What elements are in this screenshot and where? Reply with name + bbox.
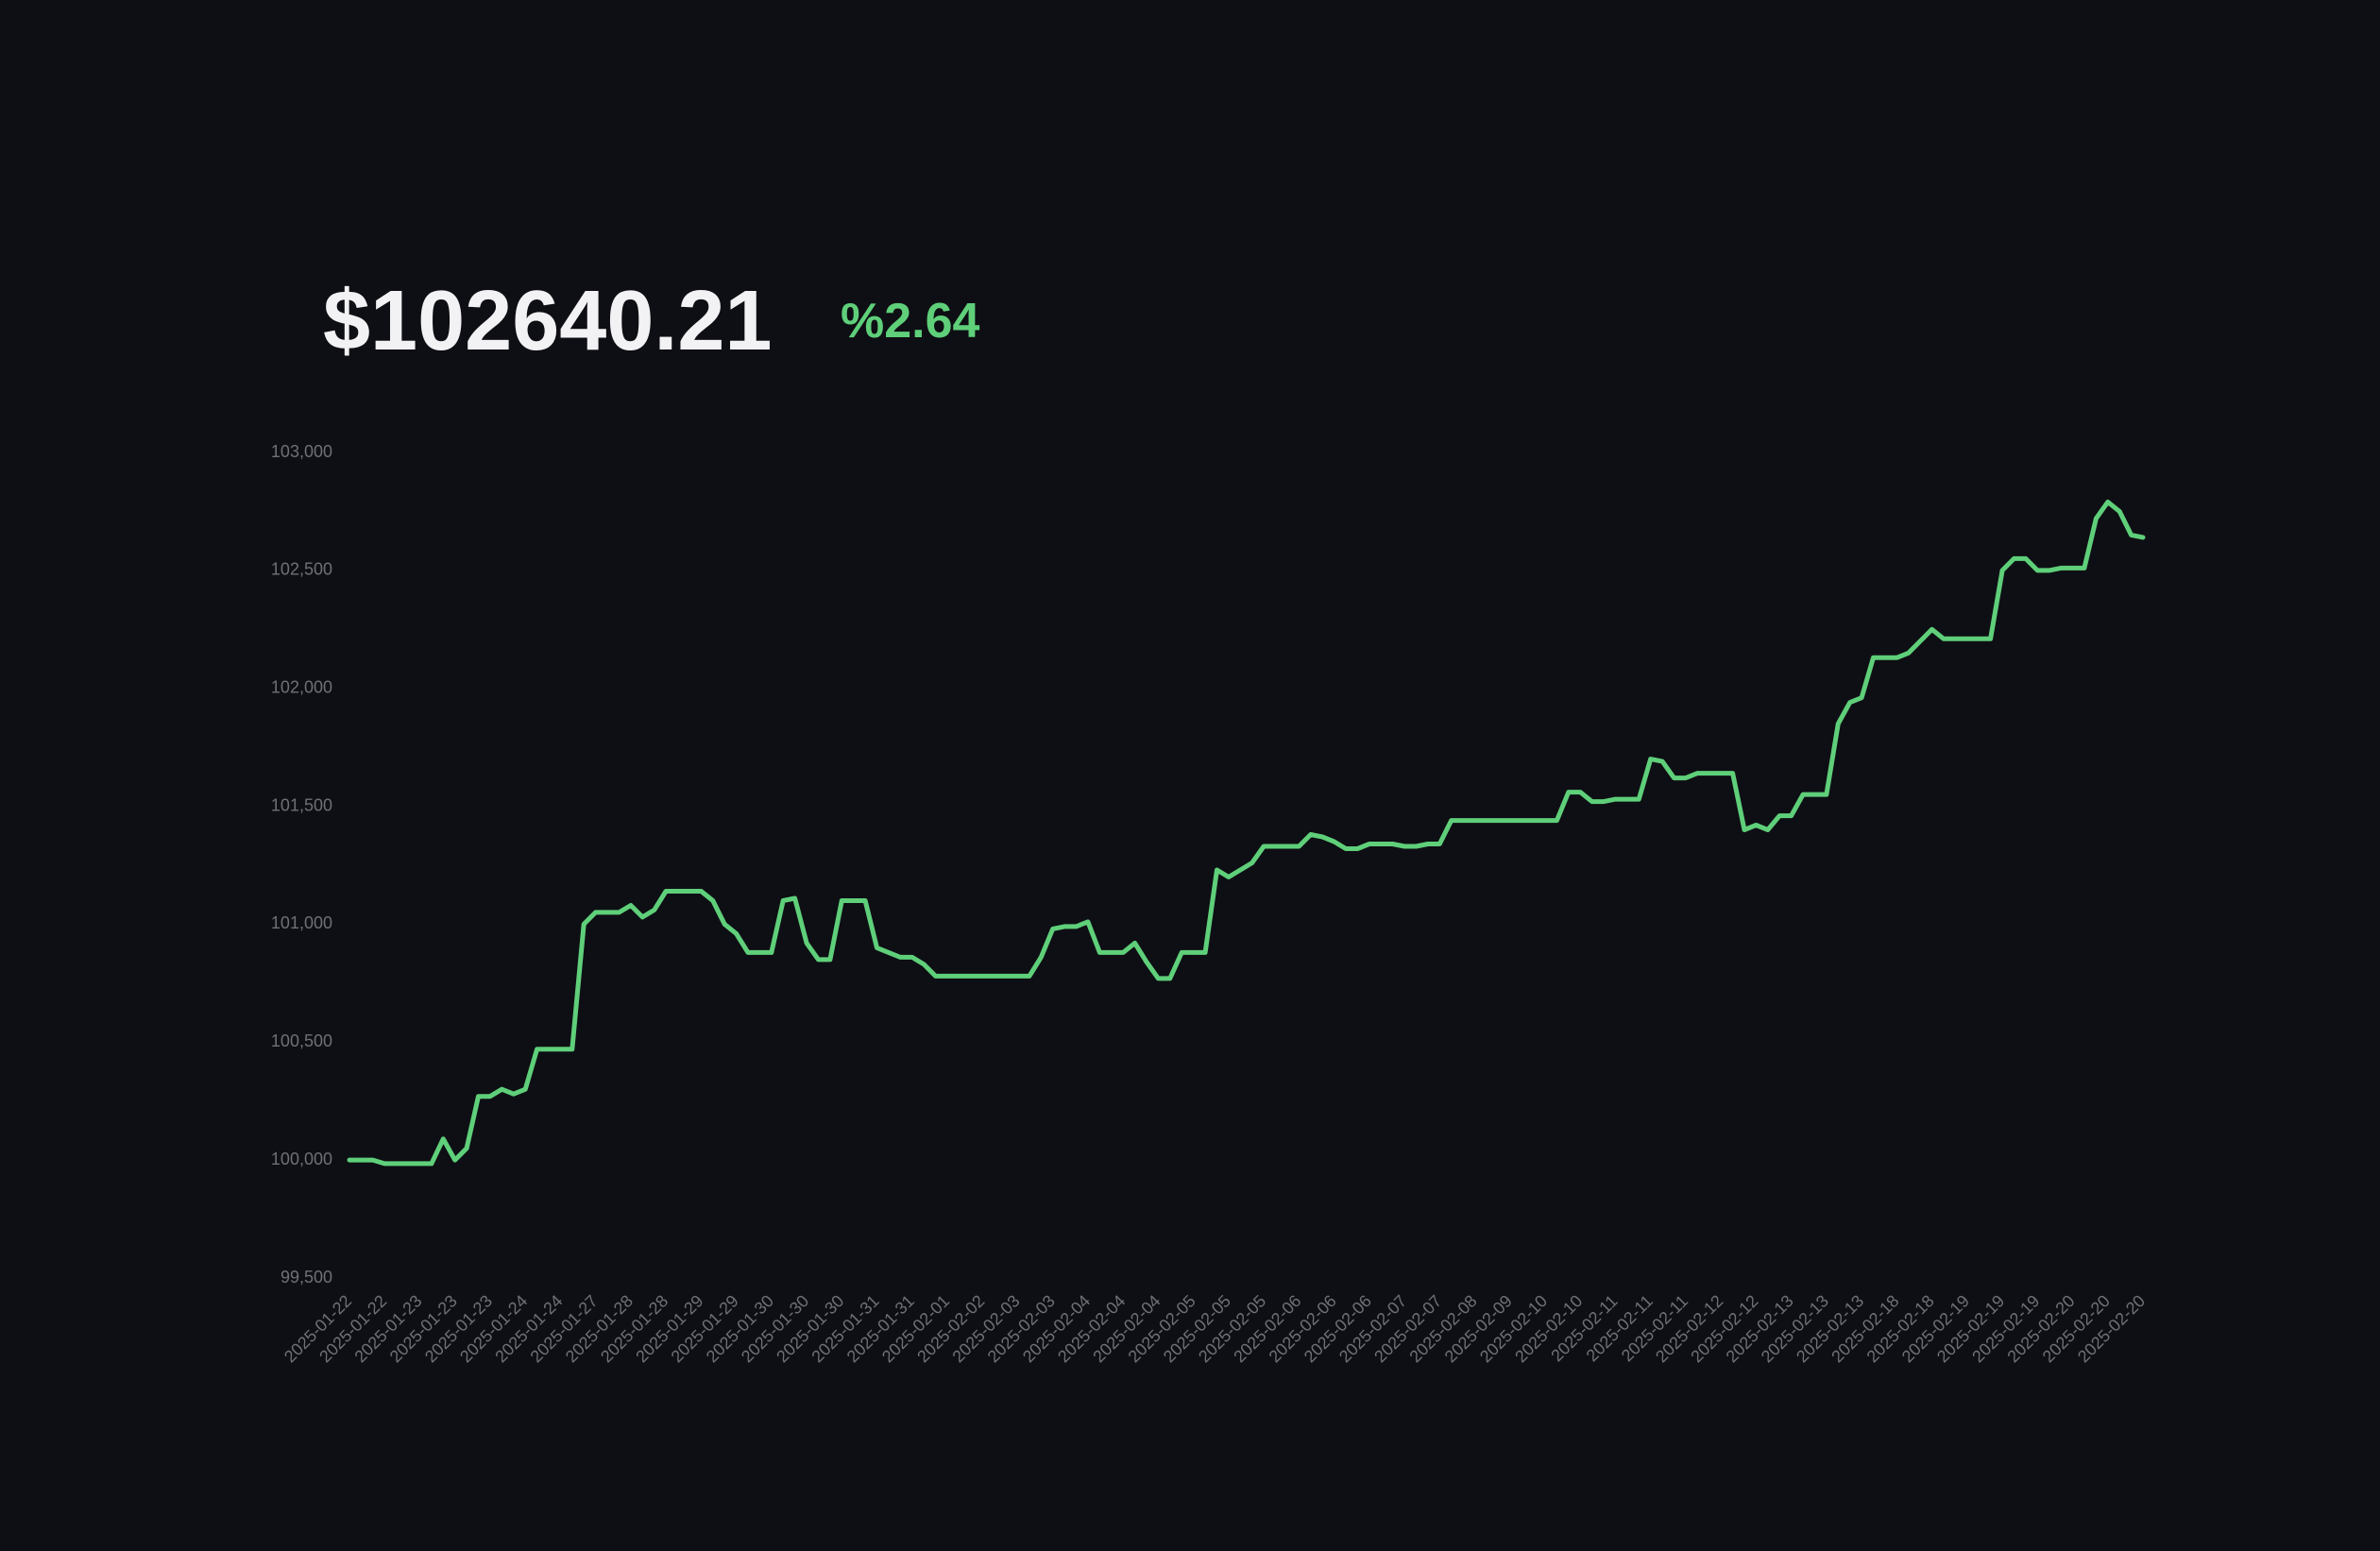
balance: $102640.21 xyxy=(323,274,773,368)
y-tick-label: 103,000 xyxy=(271,442,332,461)
change: %2.64 xyxy=(841,294,980,349)
y-tick-label: 101,000 xyxy=(271,913,332,932)
y-tick-label: 99,500 xyxy=(280,1268,332,1287)
y-tick-label: 102,500 xyxy=(271,560,332,579)
y-tick-label: 102,000 xyxy=(271,677,332,696)
equity-line xyxy=(347,499,2146,1167)
y-tick-label: 101,500 xyxy=(271,795,332,814)
y-tick-label: 100,000 xyxy=(271,1150,332,1168)
y-tick-label: 100,500 xyxy=(271,1031,332,1050)
